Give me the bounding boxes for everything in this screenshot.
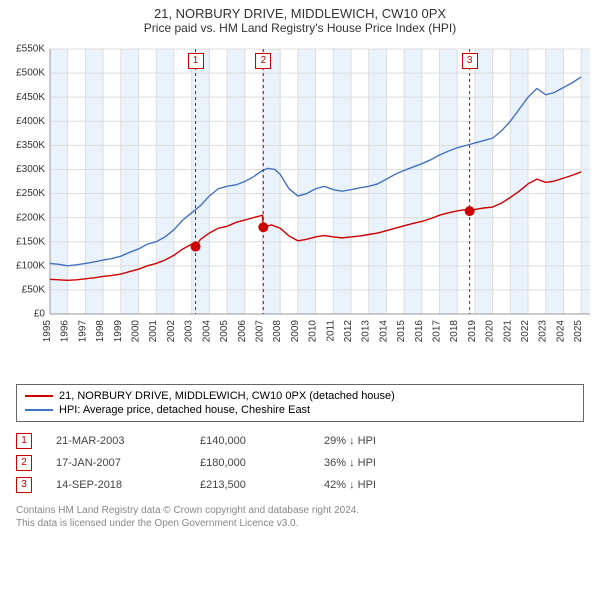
chart-title: 21, NORBURY DRIVE, MIDDLEWICH, CW10 0PX: [0, 0, 600, 21]
legend-swatch-hpi: [25, 409, 53, 411]
x-tick-label: 2008: [272, 320, 283, 343]
y-tick-label: £550K: [16, 44, 45, 55]
y-tick-label: £200K: [16, 212, 45, 223]
x-tick-label: 2006: [237, 320, 248, 343]
sale-price: £140,000: [200, 435, 300, 447]
y-tick-label: £250K: [16, 188, 45, 199]
y-tick-label: £350K: [16, 140, 45, 151]
x-tick-label: 2013: [361, 320, 372, 343]
x-tick-label: 2000: [131, 320, 142, 343]
sale-date: 17-JAN-2007: [56, 457, 176, 469]
sale-badge: 1: [16, 433, 32, 449]
page-container: 21, NORBURY DRIVE, MIDDLEWICH, CW10 0PX …: [0, 0, 600, 538]
chart-svg: £0 £50K £100K £150K £200K £250K £300K £350K £400…: [0, 39, 600, 374]
y-tick-label: £0: [34, 309, 46, 320]
legend-box: 21, NORBURY DRIVE, MIDDLEWICH, CW10 0PX …: [16, 384, 584, 422]
y-tick-label: £400K: [16, 116, 45, 127]
x-tick-label: 1998: [95, 320, 106, 343]
legend-item-hpi: HPI: Average price, detached house, Ches…: [25, 403, 575, 417]
footnote-line1: Contains HM Land Registry data © Crown c…: [16, 504, 584, 517]
marker-badge: 3: [462, 53, 478, 69]
sale-row: 1 21-MAR-2003 £140,000 29% ↓ HPI: [16, 430, 584, 452]
chart-area: £0 £50K £100K £150K £200K £250K £300K £350K £400…: [0, 39, 600, 374]
sale-badge: 3: [16, 477, 32, 493]
x-tick-label: 2002: [166, 320, 177, 343]
x-tick-label: 2004: [201, 320, 212, 343]
x-tick-label: 2012: [343, 320, 354, 343]
x-tick-label: 2019: [467, 320, 478, 343]
sale-diff: 36% ↓ HPI: [324, 457, 444, 469]
y-tick-label: £50K: [22, 285, 46, 296]
x-tick-label: 2014: [378, 320, 389, 343]
x-tick-label: 2003: [184, 320, 195, 343]
x-tick-label: 2005: [219, 320, 230, 343]
x-tick-label: 2009: [290, 320, 301, 343]
sale-diff: 42% ↓ HPI: [324, 479, 444, 491]
legend-swatch-property: [25, 395, 53, 397]
x-tick-label: 2023: [538, 320, 549, 343]
marker-badge: 2: [255, 53, 271, 69]
legend-label-hpi: HPI: Average price, detached house, Ches…: [59, 404, 310, 416]
x-tick-label: 2016: [414, 320, 425, 343]
y-tick-label: £100K: [16, 260, 45, 271]
x-tick-label: 1999: [113, 320, 124, 343]
footnote: Contains HM Land Registry data © Crown c…: [16, 504, 584, 530]
sale-date: 21-MAR-2003: [56, 435, 176, 447]
x-tick-label: 2010: [308, 320, 319, 343]
x-tick-label: 2025: [573, 320, 584, 343]
x-tick-label: 2011: [325, 320, 336, 342]
marker-badge: 1: [188, 53, 204, 69]
x-tick-label: 2022: [520, 320, 531, 343]
x-tick-label: 2024: [555, 320, 566, 343]
x-tick-label: 2021: [502, 320, 513, 343]
legend-label-property: 21, NORBURY DRIVE, MIDDLEWICH, CW10 0PX …: [59, 390, 395, 402]
chart-subtitle: Price paid vs. HM Land Registry's House …: [0, 21, 600, 39]
sale-price: £213,500: [200, 479, 300, 491]
y-tick-label: £500K: [16, 68, 45, 79]
below-chart: 21, NORBURY DRIVE, MIDDLEWICH, CW10 0PX …: [0, 374, 600, 538]
x-tick-label: 2015: [396, 320, 407, 343]
sale-row: 3 14-SEP-2018 £213,500 42% ↓ HPI: [16, 474, 584, 496]
x-tick-label: 2001: [148, 320, 159, 343]
footnote-line2: This data is licensed under the Open Gov…: [16, 517, 584, 530]
x-tick-label: 2018: [449, 320, 460, 343]
y-tick-label: £450K: [16, 92, 45, 103]
sale-diff: 29% ↓ HPI: [324, 435, 444, 447]
x-tick-label: 1995: [42, 320, 53, 343]
sale-date: 14-SEP-2018: [56, 479, 176, 491]
sale-badge: 2: [16, 455, 32, 471]
x-tick-label: 2020: [485, 320, 496, 343]
sale-price: £180,000: [200, 457, 300, 469]
legend-item-property: 21, NORBURY DRIVE, MIDDLEWICH, CW10 0PX …: [25, 389, 575, 403]
x-tick-label: 1996: [60, 320, 71, 343]
x-tick-label: 1997: [77, 320, 88, 343]
sales-table: 1 21-MAR-2003 £140,000 29% ↓ HPI 2 17-JAN-200…: [16, 430, 584, 496]
x-tick-label: 2007: [254, 320, 265, 343]
y-tick-label: £150K: [16, 236, 45, 247]
sale-row: 2 17-JAN-2007 £180,000 36% ↓ HPI: [16, 452, 584, 474]
x-tick-label: 2017: [432, 320, 443, 343]
y-tick-label: £300K: [16, 164, 45, 175]
